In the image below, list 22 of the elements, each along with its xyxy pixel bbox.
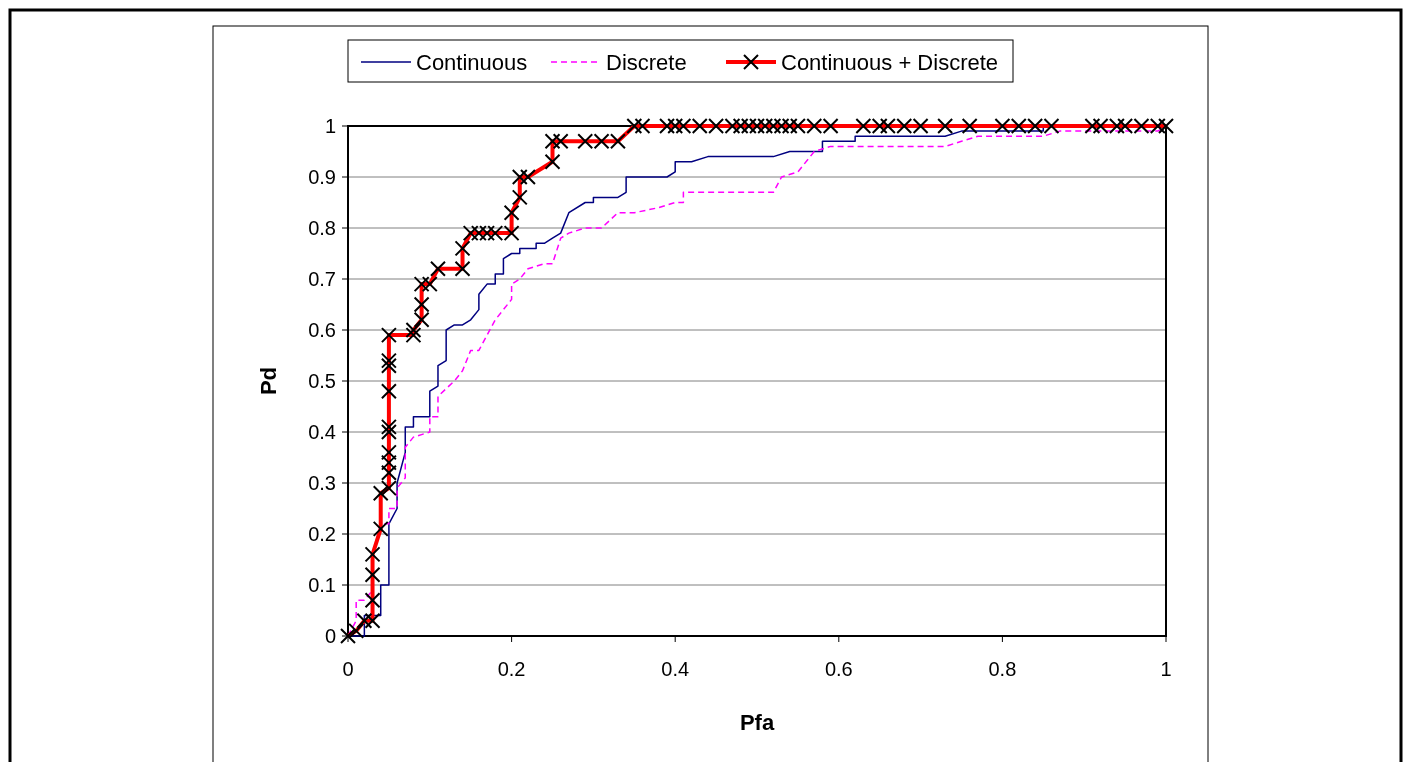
x-tick-label: 0 <box>342 658 354 680</box>
y-tick-label: 0.8 <box>308 217 336 239</box>
y-tick-label: 0.4 <box>308 421 336 443</box>
y-tick-label: 0.2 <box>308 523 336 545</box>
x-tick-label: 0.4 <box>661 658 690 680</box>
x-tick-label: 0.2 <box>497 658 526 680</box>
x-axis-title: Pfa <box>739 710 775 735</box>
y-tick-label: 0.3 <box>308 472 336 494</box>
y-tick-label: 0.9 <box>308 166 336 188</box>
y-tick-label: 0.7 <box>308 268 336 290</box>
x-tick-label: 0.6 <box>824 658 853 680</box>
x-tick-label: 1 <box>1160 658 1172 680</box>
y-tick-label: 0 <box>324 625 336 647</box>
y-tick-label: 0.1 <box>308 574 336 596</box>
y-tick-label: 1 <box>324 115 336 137</box>
y-tick-label: 0.5 <box>308 370 336 392</box>
legend-label: Continuous + Discrete <box>781 49 999 75</box>
y-tick-label: 0.6 <box>308 319 336 341</box>
y-axis-title: Pd <box>256 366 281 396</box>
legend-label: Discrete <box>606 49 687 75</box>
x-tick-label: 0.8 <box>988 658 1017 680</box>
legend-label: Continuous <box>416 49 528 75</box>
